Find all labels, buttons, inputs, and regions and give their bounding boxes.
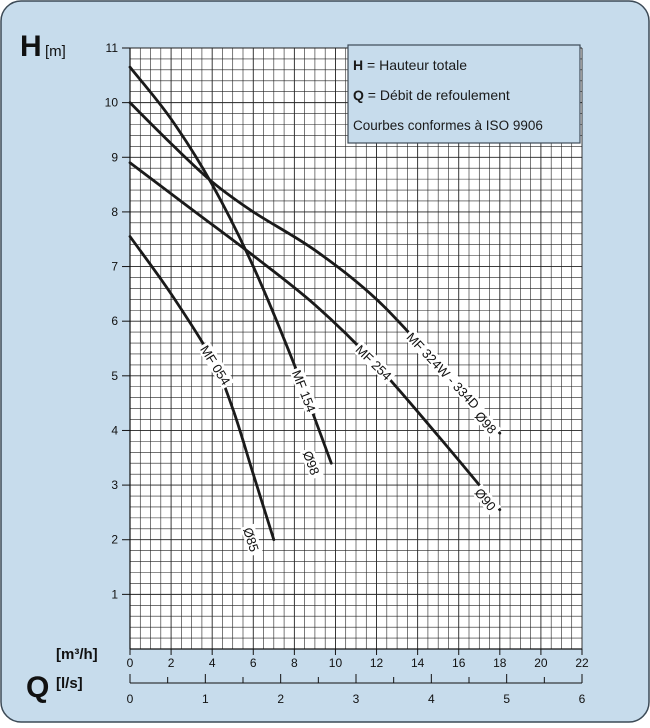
curve-label-bg [402,328,487,417]
legend-background [347,44,581,144]
curve-label-bg [351,340,397,385]
x-axis-letter: Q [26,671,49,704]
y-tick-label: 7 [111,260,118,274]
x-tick-label-m3h: 6 [250,656,257,670]
x-tick-label-ls: 3 [353,692,360,706]
x-tick-label-ls: 0 [127,692,134,706]
y-axis-unit: [m] [45,43,66,60]
y-tick-label: 2 [111,533,118,547]
x-tick-label-m3h: 16 [452,656,466,670]
x-tick-label-ls: 5 [503,692,510,706]
curve-label-bg [197,340,235,390]
x-tick-label-m3h: 14 [411,656,425,670]
legend-line-1: H = Hauteur totale [353,57,467,73]
y-tick-label: 6 [111,314,118,328]
y-tick-label: 9 [111,150,118,164]
diameter-label: Ø85 [240,526,262,554]
x-tick-label-ls: 6 [579,692,586,706]
x-tick-label-m3h: 4 [209,656,216,670]
y-tick-label: 8 [111,205,118,219]
diameter-label-bg [471,483,502,516]
legend-box: H = Hauteur totale Q = Débit de refoulem… [347,44,581,144]
curve-label-bg [289,366,320,417]
x-tick-label-m3h: 0 [127,656,134,670]
curve-mf-254 [128,161,502,512]
y-tick-label: 10 [105,96,119,110]
x-tick-label-m3h: 10 [329,656,343,670]
legend-line-2: Q = Débit de refoulement [353,87,510,103]
x-tick-label-ls: 1 [202,692,209,706]
x-tick-label-m3h: 20 [534,656,548,670]
y-axis-letter: H [20,30,42,63]
x-axis-unit-ls: [l/s] [56,675,83,692]
x-tick-label-ls: 2 [277,692,284,706]
legend-line-3: Courbes conformes à ISO 9906 [353,118,543,133]
y-axis-ticks: 1 2 3 4 5 6 7 8 9 10 11 [105,41,131,649]
x-axis-unit-m3h: [m³/h] [56,646,98,663]
y-tick-label: 5 [111,369,118,383]
y-tick-label: 4 [111,423,118,437]
x-tick-label-ls: 4 [428,692,435,706]
y-tick-label: 11 [106,41,119,55]
diameter-label-bg [300,446,324,480]
diameter-label-bg [240,523,263,557]
y-tick-label: 1 [111,587,118,601]
x-tick-label-m3h: 12 [370,656,384,670]
x-tick-label-m3h: 2 [168,656,175,670]
x-tick-label-m3h: 8 [291,656,298,670]
x-axis-ticks: 0 2 4 6 8 10 12 14 16 18 20 220 1 2 3 4 5 6 [127,648,589,706]
grid [129,47,583,650]
diameter-label-group: Ø85 [240,523,263,557]
x-tick-label-m3h: 22 [575,656,589,670]
diameter-label-bg [471,407,502,439]
y-tick-label: 3 [111,478,118,492]
x-tick-label-m3h: 18 [493,656,507,670]
